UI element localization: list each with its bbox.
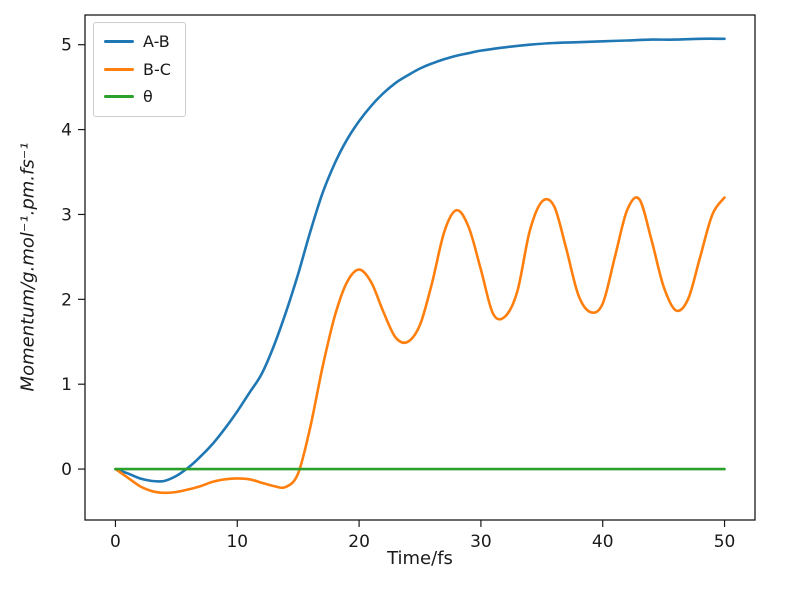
series-line-a-b (114, 37, 726, 483)
x-tick-label: 20 (348, 532, 370, 552)
legend-swatch (104, 40, 134, 44)
legend-swatch (104, 95, 134, 99)
legend-item: θ (104, 88, 171, 106)
y-tick-label: 0 (61, 460, 72, 480)
x-tick-label: 50 (714, 532, 736, 552)
legend-label: A-B (143, 32, 170, 51)
y-tick-label: 5 (61, 36, 72, 56)
legend-item: B-C (104, 59, 171, 79)
y-axis-label: Momentum/g.mol⁻¹.pm.fs⁻¹ (17, 142, 39, 392)
plot-frame (84, 14, 756, 521)
x-tick-label: 40 (592, 532, 614, 552)
y-tick-label: 1 (61, 375, 72, 395)
y-tick-label: 3 (61, 205, 72, 225)
x-tick-label: 30 (470, 532, 492, 552)
y-tick-label: 4 (61, 121, 72, 141)
legend-label: B-C (143, 59, 171, 79)
series-line-b-c (114, 196, 726, 495)
x-axis-label: Time/fs (387, 548, 453, 569)
x-tick-label: 0 (110, 532, 121, 552)
x-tick-label: 10 (226, 532, 248, 552)
legend-item: A-B (104, 33, 171, 51)
legend: A-B B-C θ (93, 22, 186, 117)
legend-swatch (104, 67, 134, 71)
y-tick-label: 2 (61, 290, 72, 310)
legend-label: θ (143, 87, 153, 107)
